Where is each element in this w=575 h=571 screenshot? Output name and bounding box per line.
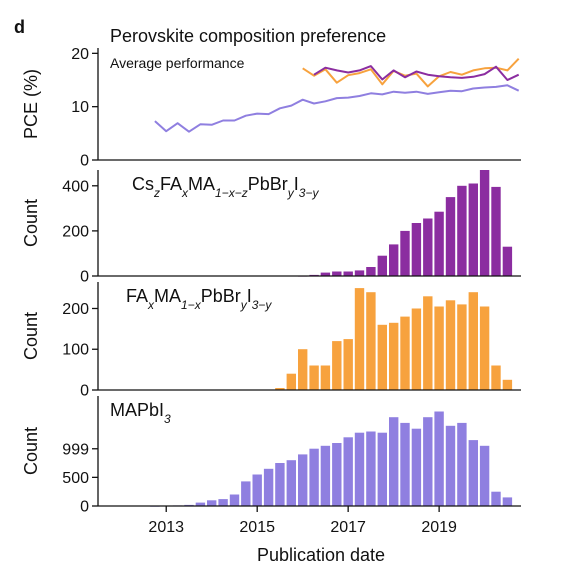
bar-1-3 (332, 271, 342, 276)
line-series-2 (313, 65, 520, 81)
x-tick-label-1: 2015 (239, 519, 275, 536)
bar-3-26 (445, 425, 456, 506)
bar-3-6 (218, 499, 228, 506)
bar-2-11 (377, 324, 387, 390)
bar-2-4 (298, 349, 308, 390)
composition-label-1: CszFAxMA1−x−zPbBryI3−y (132, 174, 319, 200)
line-chart-title: Perovskite composition preference (110, 26, 386, 46)
y-tick-label-1-0: 0 (80, 269, 89, 286)
bar-3-13 (298, 454, 308, 506)
y-tick-label-3-1: 500 (62, 470, 89, 487)
y-tick-label-0-2: 20 (71, 46, 89, 63)
y-axis-label-0: PCE (%) (21, 69, 41, 139)
bar-1-8 (389, 244, 399, 276)
y-tick-label-3-0: 0 (80, 499, 89, 516)
bar-2-6 (320, 365, 331, 390)
bar-3-23 (411, 428, 422, 506)
bar-1-18 (502, 246, 513, 276)
y-tick-label-1-2: 400 (62, 178, 89, 195)
bar-3-22 (400, 422, 410, 506)
bar-2-20 (479, 306, 490, 390)
y-tick-label-2-0: 0 (80, 383, 89, 400)
bar-1-14 (457, 185, 467, 276)
bar-3-24 (423, 417, 433, 506)
bar-2-3 (286, 373, 296, 390)
bar-3-21 (389, 417, 399, 506)
bar-1-15 (468, 183, 478, 276)
bar-3-10 (263, 468, 274, 506)
bar-2-12 (389, 322, 399, 390)
bar-1-10 (411, 223, 422, 276)
bar-3-7 (229, 494, 240, 506)
y-tick-label-0-1: 10 (71, 99, 89, 116)
x-tick-label-3: 2019 (421, 519, 457, 536)
y-tick-label-3-2: 999 (62, 441, 89, 458)
bar-2-2 (275, 388, 285, 390)
bar-3-31 (502, 497, 513, 506)
x-axis-label: Publication date (257, 545, 385, 565)
bar-2-15 (423, 296, 433, 390)
y-axis-label-3: Count (21, 427, 41, 475)
bar-2-17 (445, 300, 456, 390)
bar-2-22 (502, 379, 513, 390)
bar-3-18 (354, 432, 365, 506)
x-tick-label-2: 2017 (330, 519, 366, 536)
bar-2-13 (400, 316, 410, 390)
bar-3-4 (195, 502, 206, 506)
y-tick-label-2-2: 200 (62, 301, 89, 318)
bar-3-30 (491, 491, 501, 506)
y-tick-label-0-0: 0 (80, 153, 89, 170)
bar-3-20 (377, 432, 387, 506)
bar-1-12 (434, 211, 444, 276)
bar-2-7 (332, 341, 342, 390)
bar-1-7 (377, 255, 387, 276)
bar-3-28 (468, 440, 478, 506)
line-series-0 (154, 84, 520, 133)
bar-1-5 (354, 270, 365, 276)
bar-1-16 (479, 170, 490, 276)
bar-3-12 (286, 460, 296, 506)
y-axis-label-2: Count (21, 312, 41, 360)
bar-3-5 (207, 500, 217, 506)
bar-2-9 (354, 288, 365, 390)
bar-2-16 (434, 306, 444, 390)
bar-3-25 (434, 411, 444, 506)
bar-2-5 (309, 365, 319, 390)
y-tick-label-1-1: 200 (62, 223, 89, 240)
composition-label-2: FAxMA1−xPbBryI3−y (126, 286, 272, 312)
bar-1-6 (366, 267, 376, 276)
bar-1-17 (491, 186, 501, 276)
bar-3-16 (332, 443, 342, 506)
bar-3-9 (252, 474, 262, 506)
bar-2-18 (457, 304, 467, 390)
bar-1-11 (423, 218, 433, 276)
bar-3-17 (343, 437, 353, 507)
bar-3-29 (479, 445, 490, 506)
bar-3-11 (275, 463, 285, 506)
x-tick-label-0: 2013 (148, 519, 184, 536)
bar-2-14 (411, 308, 422, 390)
composition-label-3: MAPbI3 (110, 400, 171, 426)
bar-3-8 (241, 481, 251, 506)
bar-3-27 (457, 422, 467, 506)
y-axis-label-1: Count (21, 199, 41, 247)
bar-3-19 (366, 431, 376, 506)
line-chart-subtitle: Average performance (110, 55, 245, 71)
bar-2-19 (468, 292, 478, 390)
bar-2-10 (366, 292, 376, 390)
bar-1-9 (400, 230, 410, 276)
y-tick-label-2-1: 100 (62, 342, 89, 359)
bar-2-21 (491, 365, 501, 390)
bar-1-2 (320, 272, 331, 276)
bar-1-4 (343, 271, 353, 276)
bar-3-14 (309, 448, 319, 506)
bar-1-13 (445, 197, 456, 276)
bar-2-8 (343, 339, 353, 390)
panel-letter: d (14, 17, 25, 37)
bar-3-15 (320, 445, 331, 506)
